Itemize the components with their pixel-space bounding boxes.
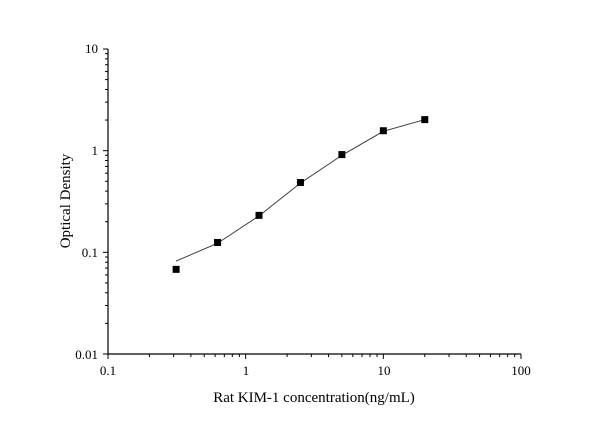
x-tick-label: 10 bbox=[378, 363, 391, 378]
data-point bbox=[338, 151, 346, 159]
data-point bbox=[296, 179, 304, 187]
data-point bbox=[172, 265, 180, 273]
x-tick-label: 1 bbox=[243, 363, 250, 378]
y-tick-label: 1 bbox=[92, 143, 99, 158]
tick-labels: 0.1 1 10 100 0.01 0.1 1 10 bbox=[75, 41, 531, 378]
y-tick-label: 0.1 bbox=[82, 245, 98, 260]
axes bbox=[107, 49, 521, 355]
data-points bbox=[172, 116, 429, 273]
x-axis-title: Rat KIM-1 concentration(ng/mL) bbox=[213, 390, 415, 406]
y-axis-title: Optical Density bbox=[58, 153, 74, 248]
fit-curve-group bbox=[175, 119, 425, 262]
x-tick-label: 0.1 bbox=[100, 363, 116, 378]
data-point bbox=[255, 211, 263, 219]
data-point bbox=[421, 116, 429, 124]
ticks bbox=[103, 48, 522, 359]
data-point bbox=[214, 238, 222, 246]
fit-curve bbox=[175, 119, 425, 262]
x-tick-label: 100 bbox=[511, 363, 531, 378]
data-point bbox=[379, 127, 387, 135]
y-tick-label: 10 bbox=[85, 41, 98, 56]
y-tick-label: 0.01 bbox=[75, 347, 98, 362]
